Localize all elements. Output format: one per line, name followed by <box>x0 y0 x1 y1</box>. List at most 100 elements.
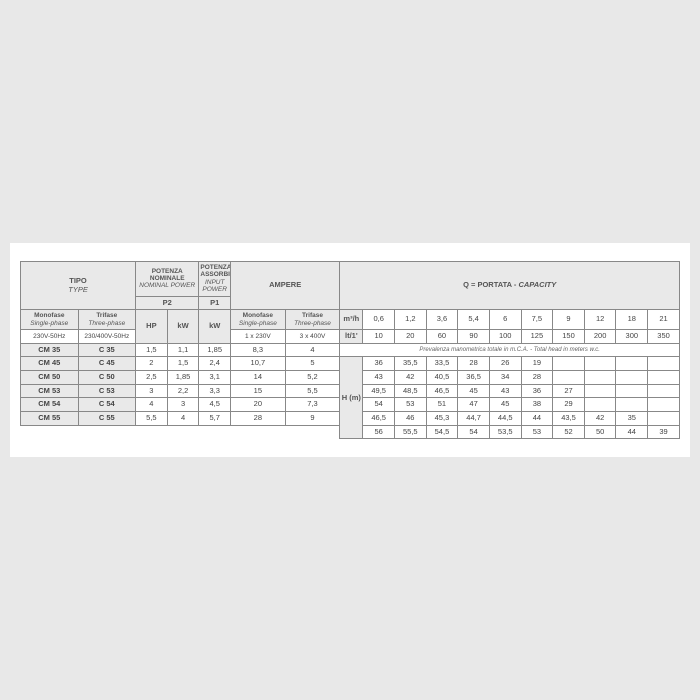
r0-a1: 8,3 <box>231 343 286 357</box>
hdr-p1top: POTENZA ASSORBITAINPUT POWER <box>199 261 231 296</box>
r1-h3: 36,5 <box>458 371 490 385</box>
q-lt-2: 60 <box>426 330 458 344</box>
r2-t: C 50 <box>78 371 136 385</box>
r0-h3: 28 <box>458 357 490 371</box>
hdr-atri: TrifaseThree-phase <box>285 310 340 330</box>
r2-m: CM 50 <box>21 371 79 385</box>
prev-note: Prevalenza manometrica totale in m.C.A. … <box>340 343 680 357</box>
r3-hp: 3 <box>136 384 168 398</box>
q-m3h-4: 6 <box>489 310 521 330</box>
r3-kw1: 3,3 <box>199 384 231 398</box>
r1-kw2: 1,5 <box>167 357 199 371</box>
r1-a3: 5 <box>285 357 340 371</box>
q-lt-1: 20 <box>394 330 426 344</box>
r3-h0: 54 <box>363 398 395 412</box>
r2-kw1: 3,1 <box>199 371 231 385</box>
r2-h5: 36 <box>521 384 553 398</box>
hdr-capacity: Q = PORTATA - CAPACITY <box>340 261 680 310</box>
r3-h8 <box>616 398 648 412</box>
r2-h0: 49,5 <box>363 384 395 398</box>
r2-h2: 46,5 <box>426 384 458 398</box>
r5-h8: 44 <box>616 425 648 439</box>
r2-hp: 2,5 <box>136 371 168 385</box>
hdr-hm: H (m) <box>340 357 363 439</box>
q-lt-9: 350 <box>648 330 680 344</box>
r0-hp: 1,5 <box>136 343 168 357</box>
q-m3h-2: 3,6 <box>426 310 458 330</box>
q-lt-3: 90 <box>458 330 490 344</box>
r0-h0: 36 <box>363 357 395 371</box>
q-m3h-5: 7,5 <box>521 310 553 330</box>
q-m3h-3: 5,4 <box>458 310 490 330</box>
r2-kw2: 1,85 <box>167 371 199 385</box>
r3-a3: 5,5 <box>285 384 340 398</box>
r0-h9 <box>648 357 680 371</box>
q-lt-7: 200 <box>584 330 616 344</box>
r3-kw2: 2,2 <box>167 384 199 398</box>
r0-h5: 19 <box>521 357 553 371</box>
hdr-amp: AMPERE <box>231 261 340 310</box>
r1-h5: 28 <box>521 371 553 385</box>
hdr-kw2: kW <box>167 310 199 344</box>
r5-m: CM 55 <box>21 411 79 425</box>
r5-h0: 56 <box>363 425 395 439</box>
r2-h4: 43 <box>489 384 521 398</box>
q-m3h-7: 12 <box>584 310 616 330</box>
r0-h2: 33,5 <box>426 357 458 371</box>
r3-a1: 15 <box>231 384 286 398</box>
amp-1: 1 x 230V <box>231 330 286 344</box>
r1-h6 <box>553 371 585 385</box>
r4-kw1: 4,5 <box>199 398 231 412</box>
r0-h1: 35,5 <box>394 357 426 371</box>
r1-m: CM 45 <box>21 357 79 371</box>
r0-h8 <box>616 357 648 371</box>
r1-h1: 42 <box>394 371 426 385</box>
spec-sheet: TIPOTYPE POTENZA NOMINALENOMINAL POWER P… <box>10 243 690 457</box>
r2-a1: 14 <box>231 371 286 385</box>
r3-h4: 45 <box>489 398 521 412</box>
r1-h8 <box>616 371 648 385</box>
r3-t: C 53 <box>78 384 136 398</box>
r5-h5: 53 <box>521 425 553 439</box>
r4-a3: 7,3 <box>285 398 340 412</box>
r1-h2: 40,5 <box>426 371 458 385</box>
hdr-hp: HP <box>136 310 168 344</box>
r4-h8: 35 <box>616 411 648 425</box>
hdr-lt: lt/1' <box>340 330 363 344</box>
r1-t: C 45 <box>78 357 136 371</box>
r5-h2: 54,5 <box>426 425 458 439</box>
volt-mono: 230V-50Hz <box>21 330 79 344</box>
q-m3h-0: 0,6 <box>363 310 395 330</box>
hdr-m3h: m³/h <box>340 310 363 330</box>
q-m3h-1: 1,2 <box>394 310 426 330</box>
r5-h9: 39 <box>648 425 680 439</box>
q-m3h-8: 18 <box>616 310 648 330</box>
r5-kw1: 5,7 <box>199 411 231 425</box>
r0-kw1: 1,85 <box>199 343 231 357</box>
amp-3: 3 x 400V <box>285 330 340 344</box>
r4-a1: 20 <box>231 398 286 412</box>
r4-h2: 45,3 <box>426 411 458 425</box>
r4-kw2: 3 <box>167 398 199 412</box>
r2-h9 <box>648 384 680 398</box>
r5-h1: 55,5 <box>394 425 426 439</box>
hdr-kw1: kW <box>199 310 231 344</box>
q-m3h-9: 21 <box>648 310 680 330</box>
r3-h1: 53 <box>394 398 426 412</box>
r3-h6: 29 <box>553 398 585 412</box>
q-lt-0: 10 <box>363 330 395 344</box>
r1-hp: 2 <box>136 357 168 371</box>
r5-a3: 9 <box>285 411 340 425</box>
r4-hp: 4 <box>136 398 168 412</box>
hdr-p2top: POTENZA NOMINALENOMINAL POWER <box>136 261 199 296</box>
r0-t: C 35 <box>78 343 136 357</box>
hdr-p1: P1 <box>199 296 231 310</box>
r5-h4: 53,5 <box>489 425 521 439</box>
r1-h0: 43 <box>363 371 395 385</box>
r4-h1: 46 <box>394 411 426 425</box>
r2-h8 <box>616 384 648 398</box>
q-lt-4: 100 <box>489 330 521 344</box>
r4-h0: 46,5 <box>363 411 395 425</box>
r4-t: C 54 <box>78 398 136 412</box>
r4-h9 <box>648 411 680 425</box>
